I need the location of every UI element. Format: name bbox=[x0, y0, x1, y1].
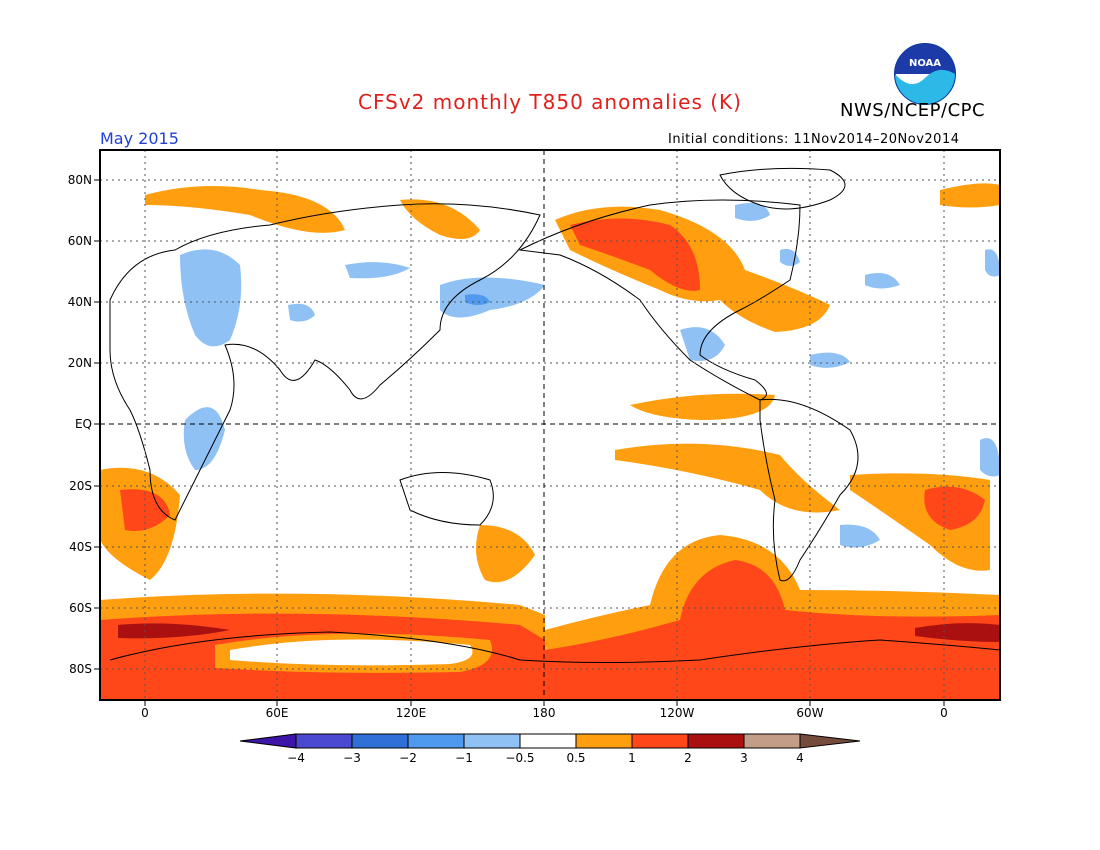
lat-label-40s: 40S bbox=[69, 540, 92, 554]
colorbar-label: 2 bbox=[684, 751, 692, 765]
lat-label-20n: 20N bbox=[67, 356, 92, 370]
colorbar-label: −0.5 bbox=[505, 751, 535, 765]
colorbar-label: −1 bbox=[455, 751, 473, 765]
lon-label-60e: 60E bbox=[265, 706, 289, 720]
lon-label-60w: 60W bbox=[796, 706, 824, 720]
antarctica-outline bbox=[109, 631, 1000, 663]
coastlines bbox=[109, 167, 1000, 663]
map-frame bbox=[99, 149, 1001, 701]
lat-label-20s: 20S bbox=[69, 479, 92, 493]
colorbar-segment-6 bbox=[575, 733, 633, 749]
colorbar-label: 0.5 bbox=[566, 751, 586, 765]
colorbar-label: 1 bbox=[628, 751, 636, 765]
initial-conditions: Initial conditions: 11Nov2014–20Nov2014 bbox=[668, 132, 960, 147]
colorbar-segment-5 bbox=[519, 733, 577, 749]
lon-label-120w: 120W bbox=[659, 706, 695, 720]
colorbar-segment-9 bbox=[743, 733, 801, 749]
noaa-logo-text: NOAA bbox=[909, 58, 941, 69]
afro-eurasia-outline bbox=[109, 203, 541, 521]
australia-outline bbox=[399, 472, 494, 526]
lon-label-0: 0 bbox=[141, 706, 149, 720]
colorbar-label: 3 bbox=[740, 751, 748, 765]
colorbar-segment-10 bbox=[799, 733, 861, 749]
colorbar-segment-4 bbox=[463, 733, 521, 749]
colorbar-segment-3 bbox=[407, 733, 465, 749]
colorbar-label: 4 bbox=[796, 751, 804, 765]
noaa-logo: NOAA bbox=[894, 43, 956, 105]
grid bbox=[100, 150, 1000, 700]
colorbar-label: −2 bbox=[399, 751, 417, 765]
lat-label-40n: 40N bbox=[67, 295, 92, 309]
colorbar bbox=[239, 733, 861, 749]
map-title: CFSv2 monthly T850 anomalies (K) bbox=[358, 90, 742, 114]
forecast-month: May 2015 bbox=[100, 129, 179, 148]
lat-label-60s: 60S bbox=[69, 601, 92, 615]
colorbar-segment-0 bbox=[239, 733, 297, 749]
lon-label-180: 180 bbox=[532, 706, 556, 720]
north-america-outline bbox=[518, 199, 801, 401]
colorbar-segment-8 bbox=[687, 733, 745, 749]
greenland-outline bbox=[719, 167, 846, 210]
tick-marks bbox=[94, 179, 945, 706]
colorbar-label: −3 bbox=[343, 751, 361, 765]
colorbar-label: −4 bbox=[287, 751, 305, 765]
lon-label-120e: 120E bbox=[395, 706, 427, 720]
lon-label-0-right: 0 bbox=[940, 706, 948, 720]
south-america-outline bbox=[759, 398, 859, 582]
anomaly-field bbox=[100, 150, 1000, 700]
colorbar-segment-7 bbox=[631, 733, 689, 749]
lat-label-60n: 60N bbox=[67, 234, 92, 248]
colorbar-segment-1 bbox=[295, 733, 353, 749]
lat-label-80n: 80N bbox=[67, 173, 92, 187]
lat-label-eq: EQ bbox=[74, 417, 92, 431]
colorbar-segment-2 bbox=[351, 733, 409, 749]
agency-label: NWS/NCEP/CPC bbox=[840, 100, 986, 121]
lat-label-80s: 80S bbox=[69, 662, 92, 676]
